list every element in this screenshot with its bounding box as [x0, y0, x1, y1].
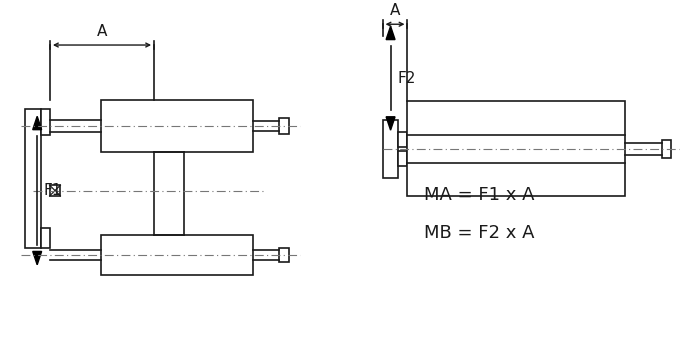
Text: F1: F1 [43, 183, 61, 198]
Bar [101, 101, 253, 152]
Text: A: A [97, 24, 107, 39]
Bar [397, 132, 408, 147]
Bar [408, 102, 625, 197]
Text: MB = F2 x A: MB = F2 x A [424, 224, 535, 242]
Polygon shape [33, 116, 42, 130]
Bar [279, 248, 288, 262]
Bar [397, 151, 408, 166]
Bar [41, 228, 50, 248]
Bar [25, 109, 41, 248]
Polygon shape [386, 26, 395, 40]
Bar [383, 120, 397, 178]
Polygon shape [33, 251, 42, 265]
Text: A: A [390, 3, 400, 18]
Text: MA = F1 x A: MA = F1 x A [424, 186, 535, 205]
Polygon shape [386, 117, 395, 130]
Bar [101, 235, 253, 275]
Bar [50, 185, 61, 196]
Bar [41, 109, 50, 135]
Text: F2: F2 [397, 71, 416, 86]
Bar [662, 140, 671, 158]
Bar [279, 118, 288, 134]
